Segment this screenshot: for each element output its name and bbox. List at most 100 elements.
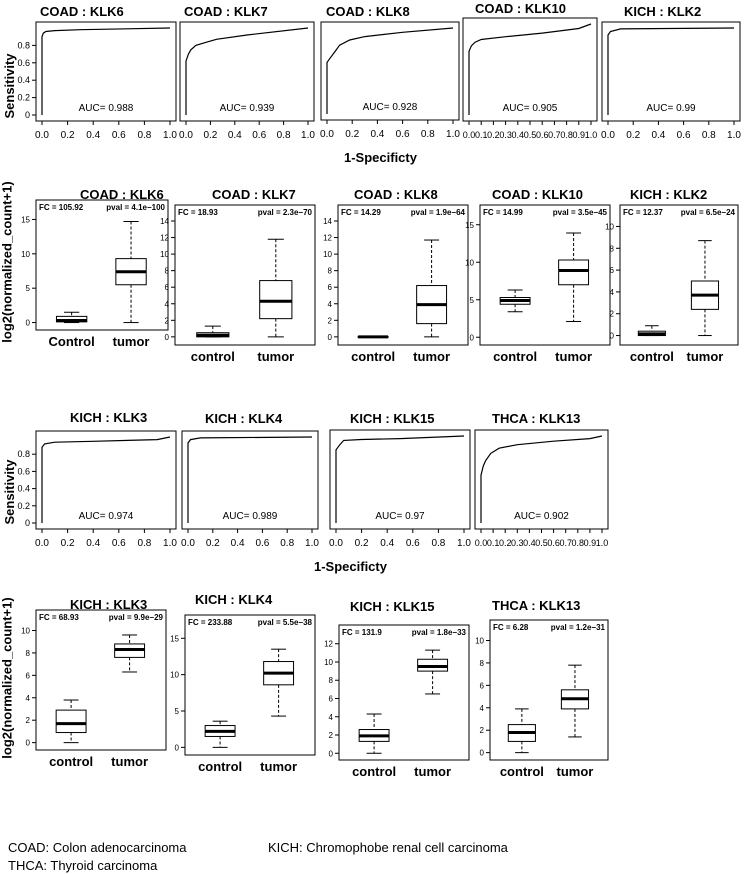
box-y-label-top: log2(normalized_count+1) (0, 181, 15, 343)
plot-frame (181, 430, 319, 530)
plot-frame (179, 21, 315, 122)
pval-label: pval = 2.3e−70 (258, 208, 313, 217)
roc-x-label-top: 1-Specificty (344, 150, 417, 165)
x-tick-label: 0.6 (396, 129, 410, 140)
x-tick-label: 0.2 (626, 130, 640, 141)
auc-label: AUC= 0.928 (363, 102, 418, 113)
pval-label: pval = 1.8e−33 (412, 628, 467, 637)
y-tick-label: 0 (165, 333, 170, 342)
y-tick-label: 6 (480, 681, 485, 690)
x-tick-label: 0.9 (573, 130, 586, 140)
y-tick-label: 10 (324, 658, 333, 667)
category-label: control (630, 349, 674, 364)
y-tick-label: 2 (329, 731, 334, 740)
x-tick-label: 0.6 (112, 538, 126, 549)
y-tick-label: 0 (25, 518, 30, 528)
fc-label: FC = 105.92 (39, 203, 84, 212)
y-tick-label: 0 (610, 332, 615, 341)
box-tumor (263, 648, 295, 717)
roc-curve (41, 436, 171, 523)
x-tick-label: 0.8 (431, 538, 445, 549)
pval-label: pval = 4.1e−100 (106, 203, 165, 212)
y-tick-label: 0.8 (17, 449, 30, 459)
x-tick-label: 0.0 (329, 538, 343, 549)
y-tick-label: 6 (328, 283, 333, 292)
chart-title: KICH : KLK15 (350, 411, 435, 426)
chart-title: COAD : KLK8 (354, 187, 438, 202)
fc-label: FC = 12.37 (623, 208, 663, 217)
y-tick-label: 0.2 (17, 93, 30, 103)
x-tick-label: 0.5 (524, 130, 537, 140)
y-tick-label: 4 (480, 704, 485, 713)
x-tick-label: 0.0 (179, 130, 193, 141)
plot-frame (489, 619, 609, 761)
x-tick-label: 0.4 (86, 130, 100, 141)
x-tick-label: 0.6 (252, 130, 266, 141)
auc-label: AUC= 0.989 (223, 511, 278, 522)
x-tick-label: 0.2 (203, 130, 217, 141)
x-tick-label: 1.0 (727, 130, 741, 141)
chart-title: COAD : KLK7 (184, 4, 268, 19)
y-tick-label: 0 (26, 319, 31, 328)
x-tick-label: 0.6 (536, 130, 549, 140)
category-label: tumor (111, 754, 148, 769)
x-tick-label: 0.5 (535, 538, 548, 548)
box-tumor (259, 238, 293, 338)
y-tick-label: 10 (170, 671, 179, 680)
x-tick-label: 0.1 (487, 538, 500, 548)
x-tick-label: 0.2 (355, 538, 369, 549)
roc-curve (335, 435, 465, 523)
box-control (637, 325, 666, 337)
auc-label: AUC= 0.974 (79, 511, 134, 522)
y-tick-label: 4 (610, 288, 615, 297)
y-tick-label: 15 (170, 634, 179, 643)
roc-curve (185, 27, 309, 115)
box-control (204, 720, 236, 748)
auc-label: AUC= 0.905 (503, 103, 558, 114)
x-tick-label: 1.0 (163, 538, 177, 549)
y-tick-label: 5 (175, 707, 180, 716)
category-label: tumor (557, 764, 594, 779)
chart-title: COAD : KLK6 (40, 4, 124, 19)
x-tick-label: 0.6 (547, 538, 560, 548)
y-tick-label: 12 (323, 234, 332, 243)
plot-frame (337, 204, 469, 346)
y-tick-label: 5 (470, 296, 475, 305)
category-label: tumor (414, 764, 451, 779)
x-tick-label: 0.6 (255, 538, 269, 549)
category-label: control (493, 349, 537, 364)
box-control (357, 335, 389, 339)
y-tick-label: 0.8 (17, 40, 30, 50)
box-control (196, 325, 230, 338)
pval-label: pval = 1.9e−64 (411, 208, 466, 217)
x-tick-label: 0.0 (181, 538, 195, 549)
box-iqr (558, 259, 590, 286)
plot-frame (479, 204, 611, 346)
box-tumor (560, 664, 590, 738)
y-tick-label: 12 (160, 234, 169, 243)
x-tick-label: 0.2 (499, 538, 512, 548)
x-tick-label: 0.8 (277, 130, 291, 141)
x-tick-label: 0.6 (112, 130, 126, 141)
chart-title: KICH : KLK4 (195, 592, 273, 607)
y-tick-label: 0.4 (17, 484, 30, 494)
plot-frame (601, 21, 741, 122)
x-tick-label: 0.4 (523, 538, 536, 548)
note-thca: THCA: Thyroid carcinoma (8, 858, 158, 873)
x-tick-label: 0.4 (512, 130, 525, 140)
y-tick-label: 0 (25, 110, 30, 120)
y-tick-label: 6 (329, 695, 334, 704)
y-tick-label: 8 (329, 676, 334, 685)
x-tick-label: 0.2 (487, 130, 500, 140)
x-tick-label: 0.1 (475, 130, 488, 140)
category-label: tumor (260, 759, 297, 774)
x-tick-label: 0.7 (548, 130, 561, 140)
pval-label: pval = 3.5e−45 (553, 208, 608, 217)
